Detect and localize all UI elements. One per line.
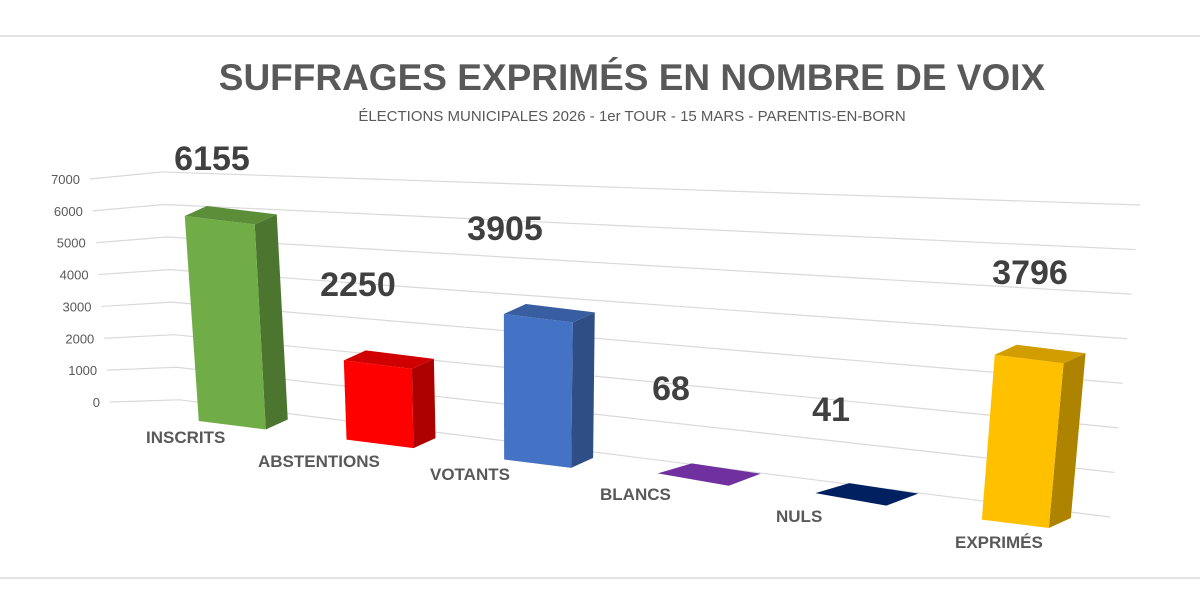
bar-top-face bbox=[815, 483, 919, 506]
bar-top-face bbox=[994, 344, 1086, 364]
gridline bbox=[89, 171, 1141, 206]
data-label: 41 bbox=[812, 391, 850, 429]
top-divider bbox=[0, 35, 1200, 37]
bar-exprims bbox=[981, 344, 1086, 529]
gridline bbox=[101, 301, 1123, 384]
category-label: NULS bbox=[776, 507, 822, 526]
data-label: 2250 bbox=[320, 266, 396, 304]
category-label: BLANCS bbox=[600, 485, 671, 504]
bar-top-face bbox=[184, 205, 277, 225]
data-label: 68 bbox=[652, 370, 690, 408]
bar-front-face bbox=[981, 354, 1064, 529]
data-label: 3796 bbox=[992, 254, 1068, 292]
bottom-divider bbox=[0, 577, 1200, 579]
gridline bbox=[104, 334, 1119, 429]
bar-front-face bbox=[503, 313, 573, 468]
chart-title: SUFFRAGES EXPRIMÉS EN NOMBRE DE VOIX bbox=[219, 57, 1046, 98]
y-tick-label: 1000 bbox=[68, 363, 97, 378]
gridline bbox=[107, 366, 1115, 474]
gridline bbox=[92, 203, 1136, 251]
bar-front-face bbox=[184, 215, 266, 430]
y-tick-label: 3000 bbox=[63, 299, 92, 314]
category-labels: INSCRITS ABSTENTIONS VOTANTS BLANCS NULS EXPR… bbox=[146, 428, 1043, 552]
bar-top-face bbox=[657, 463, 761, 486]
y-axis-ticks: 0 1000 2000 3000 4000 5000 6000 7000 bbox=[51, 172, 100, 410]
y-tick-label: 5000 bbox=[57, 236, 86, 251]
bar-front-face bbox=[343, 360, 414, 449]
bar-side-face bbox=[571, 312, 595, 468]
bar-votants bbox=[503, 303, 595, 468]
bar-top-face bbox=[343, 350, 434, 369]
bar-nuls bbox=[815, 483, 919, 506]
category-label: INSCRITS bbox=[146, 428, 225, 447]
y-tick-label: 7000 bbox=[51, 172, 80, 187]
gridline bbox=[98, 268, 1128, 340]
bar-blancs bbox=[657, 463, 761, 486]
gridlines bbox=[89, 171, 1141, 518]
bar-side-face bbox=[1048, 353, 1086, 529]
bar-side-face bbox=[254, 214, 288, 430]
y-tick-label: 4000 bbox=[60, 268, 89, 283]
data-label: 6155 bbox=[174, 140, 250, 178]
bar-inscrits bbox=[184, 205, 288, 430]
bar-side-face bbox=[411, 358, 436, 449]
category-label: ABSTENTIONS bbox=[258, 452, 380, 471]
chart-subtitle: ÉLECTIONS MUNICIPALES 2026 - 1er TOUR - … bbox=[358, 108, 905, 125]
y-tick-label: 0 bbox=[93, 395, 100, 410]
category-label: EXPRIMÉS bbox=[955, 533, 1043, 552]
gridline bbox=[109, 399, 1111, 518]
y-tick-label: 2000 bbox=[65, 331, 94, 346]
data-labels: 6155 2250 3905 68 41 3796 bbox=[174, 140, 1068, 429]
category-label: VOTANTS bbox=[430, 465, 510, 484]
gridline bbox=[95, 236, 1132, 295]
bar-abstentions bbox=[343, 350, 436, 449]
bars bbox=[184, 205, 1086, 529]
y-tick-label: 6000 bbox=[54, 204, 83, 219]
bar-top-face bbox=[503, 303, 595, 323]
data-label: 3905 bbox=[467, 210, 543, 248]
